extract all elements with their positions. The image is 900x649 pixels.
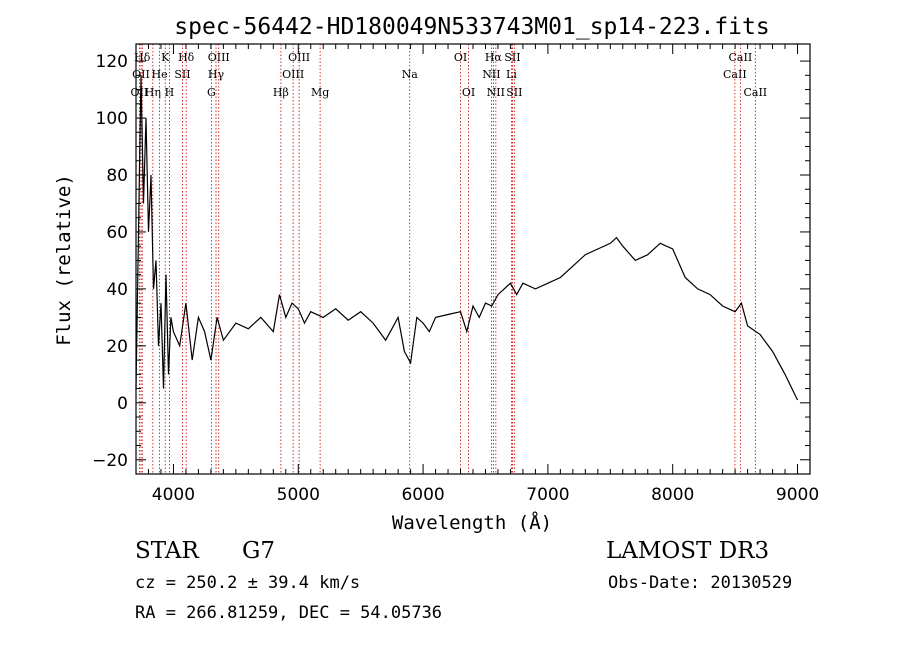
line-label: SII bbox=[506, 86, 522, 99]
line-label: OIII bbox=[208, 51, 230, 64]
line-label: OIII bbox=[282, 68, 304, 81]
y-axis: −20 0 20 40 60 80 100 120 bbox=[92, 52, 810, 471]
x-tick-label: 9000 bbox=[776, 485, 819, 505]
x-tick-label: 5000 bbox=[277, 485, 320, 505]
line-label: Mg bbox=[311, 86, 329, 99]
x-axis: 4000 5000 6000 7000 8000 9000 bbox=[147, 44, 819, 505]
y-tick-label: 0 bbox=[117, 394, 128, 414]
plot-frame bbox=[135, 43, 811, 475]
y-tick-label: 40 bbox=[106, 280, 128, 300]
y-tick-label: 20 bbox=[106, 337, 128, 357]
x-tick-label: 4000 bbox=[152, 485, 195, 505]
line-label: Hδ bbox=[178, 51, 195, 64]
line-label: Li bbox=[506, 68, 517, 81]
line-label: OIII bbox=[288, 51, 310, 64]
chart-title: spec-56442-HD180049N533743M01_sp14-223.f… bbox=[174, 14, 769, 40]
y-tick-label: 80 bbox=[106, 166, 128, 186]
line-label: SII bbox=[504, 51, 520, 64]
line-label: OI bbox=[454, 51, 467, 64]
x-tick-label: 6000 bbox=[401, 485, 444, 505]
line-label: CaII bbox=[729, 51, 753, 64]
line-label: NII bbox=[482, 68, 500, 81]
x-tick-label: 7000 bbox=[526, 485, 569, 505]
line-label: Hγ bbox=[208, 68, 225, 81]
line-label: OII bbox=[131, 86, 149, 99]
y-tick-label: 120 bbox=[96, 52, 128, 72]
observation-date: Obs-Date: 20130529 bbox=[608, 573, 793, 593]
line-label: Hδ bbox=[134, 51, 151, 64]
line-label: OI bbox=[462, 86, 475, 99]
line-label: NII bbox=[487, 86, 505, 99]
line-label: CaII bbox=[743, 86, 767, 99]
subclass-label: G7 bbox=[242, 538, 276, 564]
line-label: Hα bbox=[485, 51, 503, 64]
line-label: Hβ bbox=[273, 86, 289, 99]
line-label: H bbox=[165, 86, 175, 99]
line-label: K bbox=[161, 51, 170, 64]
line-label: Hη bbox=[145, 86, 161, 99]
x-axis-label: Wavelength (Å) bbox=[392, 511, 552, 534]
line-label: G bbox=[207, 86, 216, 99]
coordinates: RA = 266.81259, DEC = 54.05736 bbox=[135, 603, 443, 623]
spectral-line-markers bbox=[138, 44, 756, 474]
spectrum-line bbox=[135, 75, 799, 401]
y-tick-label: −20 bbox=[92, 451, 128, 471]
line-label: He bbox=[152, 68, 168, 81]
line-label: SII bbox=[174, 68, 190, 81]
survey-label: LAMOST DR3 bbox=[606, 538, 770, 564]
redshift-velocity: cz = 250.2 ± 39.4 km/s bbox=[135, 573, 361, 593]
line-label: Na bbox=[402, 68, 419, 81]
x-tick-label: 8000 bbox=[651, 485, 694, 505]
y-tick-label: 100 bbox=[96, 109, 128, 129]
class-label: STAR bbox=[135, 538, 199, 564]
y-tick-label: 60 bbox=[106, 223, 128, 243]
line-label: CaII bbox=[723, 68, 747, 81]
y-axis-label: Flux (relative) bbox=[53, 174, 75, 346]
